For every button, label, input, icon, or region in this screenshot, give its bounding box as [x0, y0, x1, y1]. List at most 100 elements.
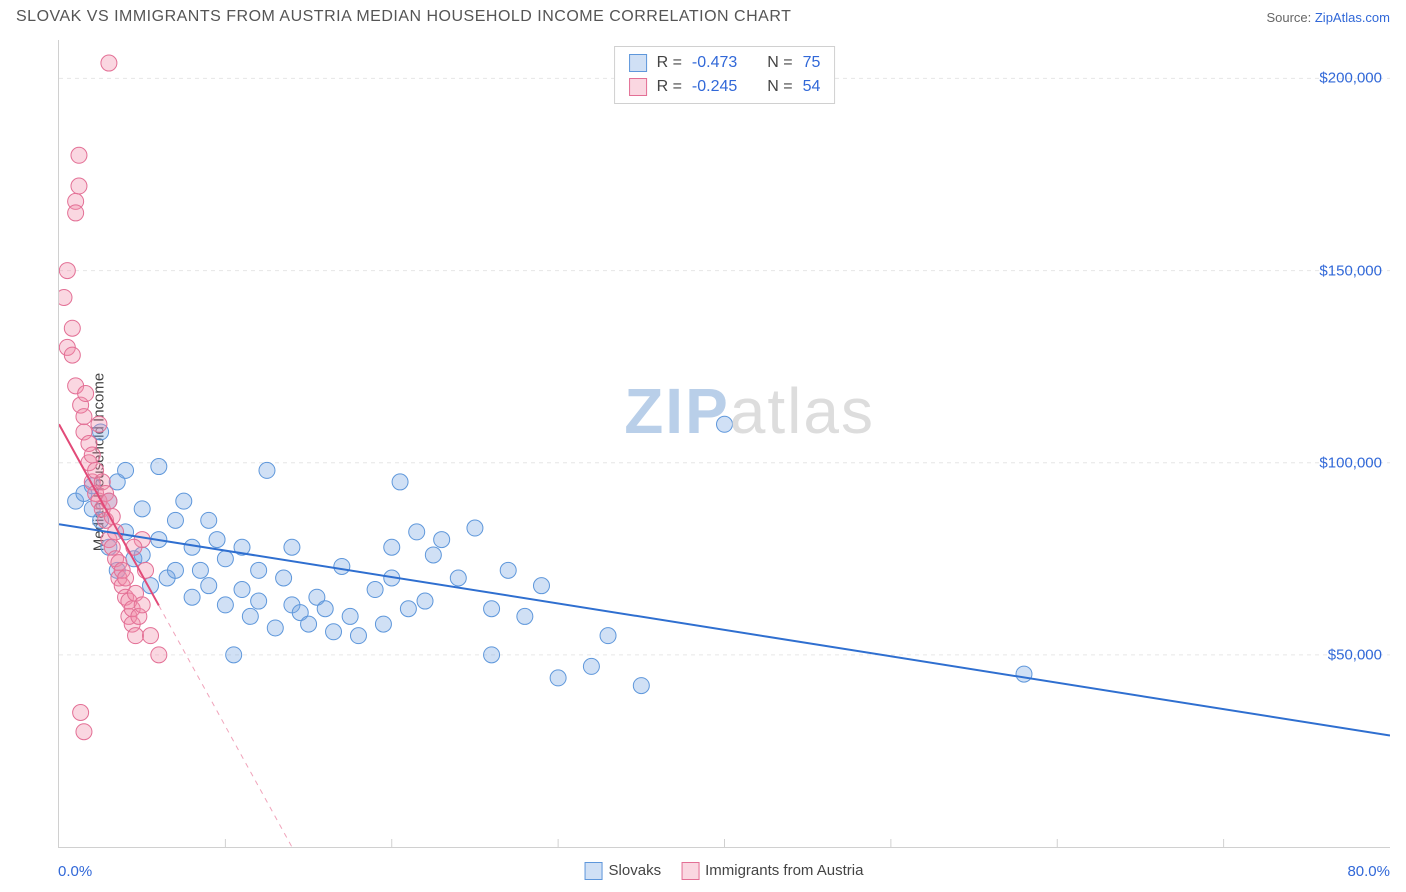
legend-label: Immigrants from Austria — [705, 862, 863, 879]
plot-svg — [59, 40, 1390, 847]
data-point — [184, 539, 200, 555]
data-point — [59, 263, 75, 279]
data-point — [417, 593, 433, 609]
data-point — [101, 55, 117, 71]
data-point — [284, 539, 300, 555]
stat-n-label: N = — [767, 51, 792, 75]
data-point — [59, 289, 72, 305]
data-point — [184, 589, 200, 605]
data-point — [484, 647, 500, 663]
data-point — [192, 562, 208, 578]
data-point — [76, 409, 92, 425]
data-point — [484, 601, 500, 617]
data-point — [76, 724, 92, 740]
data-point — [128, 628, 144, 644]
stat-n-label: N = — [767, 75, 792, 99]
data-point — [118, 462, 134, 478]
stat-row: R = -0.245 N = 54 — [629, 75, 821, 99]
data-point — [242, 608, 258, 624]
stat-n-value: 75 — [803, 51, 821, 75]
data-point — [276, 570, 292, 586]
data-point — [84, 447, 100, 463]
series-legend: Slovaks Immigrants from Austria — [585, 862, 864, 880]
data-point — [350, 628, 366, 644]
data-point — [73, 705, 89, 721]
scatter-plot: ZIPatlas R =-0.473N =75R =-0.245N =54 $5… — [58, 40, 1390, 848]
chart-title: SLOVAK VS IMMIGRANTS FROM AUSTRIA MEDIAN… — [16, 8, 791, 26]
trend-line-extrapolated — [159, 605, 292, 847]
chart-container: Median Household Income ZIPatlas R =-0.4… — [16, 40, 1390, 884]
data-point — [78, 386, 94, 402]
data-point — [334, 558, 350, 574]
x-axis-labels: 0.0% Slovaks Immigrants from Austria 80.0… — [58, 856, 1390, 884]
data-point — [425, 547, 441, 563]
stat-r-value: -0.245 — [692, 75, 737, 99]
data-point — [64, 320, 80, 336]
data-point — [375, 616, 391, 632]
stat-row: R = -0.473 N = 75 — [629, 51, 821, 75]
data-point — [342, 608, 358, 624]
y-tick-label: $150,000 — [1319, 262, 1382, 279]
data-point — [1016, 666, 1032, 682]
data-point — [71, 147, 87, 163]
data-point — [434, 532, 450, 548]
data-point — [217, 551, 233, 567]
data-point — [134, 597, 150, 613]
data-point — [151, 459, 167, 475]
data-point — [176, 493, 192, 509]
stat-n-value: 54 — [803, 75, 821, 99]
legend-item: Immigrants from Austria — [681, 862, 863, 880]
data-point — [267, 620, 283, 636]
data-point — [201, 512, 217, 528]
x-axis-min: 0.0% — [58, 863, 92, 880]
data-point — [409, 524, 425, 540]
data-point — [118, 570, 134, 586]
data-point — [533, 578, 549, 594]
data-point — [134, 501, 150, 517]
legend-swatch — [585, 862, 603, 880]
data-point — [167, 512, 183, 528]
data-point — [251, 562, 267, 578]
data-point — [68, 205, 84, 221]
data-point — [317, 601, 333, 617]
y-tick-label: $50,000 — [1328, 646, 1382, 663]
data-point — [450, 570, 466, 586]
data-point — [517, 608, 533, 624]
legend-swatch — [681, 862, 699, 880]
data-point — [301, 616, 317, 632]
data-point — [167, 562, 183, 578]
data-point — [217, 597, 233, 613]
data-point — [583, 658, 599, 674]
source-attribution: Source: ZipAtlas.com — [1266, 10, 1390, 25]
stat-r-label: R = — [657, 75, 682, 99]
legend-swatch — [629, 78, 647, 96]
source-link[interactable]: ZipAtlas.com — [1315, 10, 1390, 25]
y-tick-label: $200,000 — [1319, 70, 1382, 87]
data-point — [467, 520, 483, 536]
data-point — [326, 624, 342, 640]
source-prefix: Source: — [1266, 10, 1314, 25]
data-point — [91, 416, 107, 432]
data-point — [550, 670, 566, 686]
data-point — [367, 582, 383, 598]
data-point — [392, 474, 408, 490]
data-point — [71, 178, 87, 194]
data-point — [234, 582, 250, 598]
data-point — [226, 647, 242, 663]
data-point — [151, 647, 167, 663]
legend-item: Slovaks — [585, 862, 662, 880]
data-point — [126, 539, 142, 555]
x-axis-max: 80.0% — [1347, 863, 1390, 880]
legend-label: Slovaks — [609, 862, 662, 879]
data-point — [251, 593, 267, 609]
data-point — [201, 578, 217, 594]
data-point — [633, 678, 649, 694]
data-point — [500, 562, 516, 578]
correlation-stat-box: R = -0.473 N = 75 R = -0.245 N = 54 — [614, 46, 836, 104]
y-tick-label: $100,000 — [1319, 454, 1382, 471]
header: SLOVAK VS IMMIGRANTS FROM AUSTRIA MEDIAN… — [0, 0, 1406, 30]
data-point — [64, 347, 80, 363]
stat-r-value: -0.473 — [692, 51, 737, 75]
stat-r-label: R = — [657, 51, 682, 75]
data-point — [384, 539, 400, 555]
